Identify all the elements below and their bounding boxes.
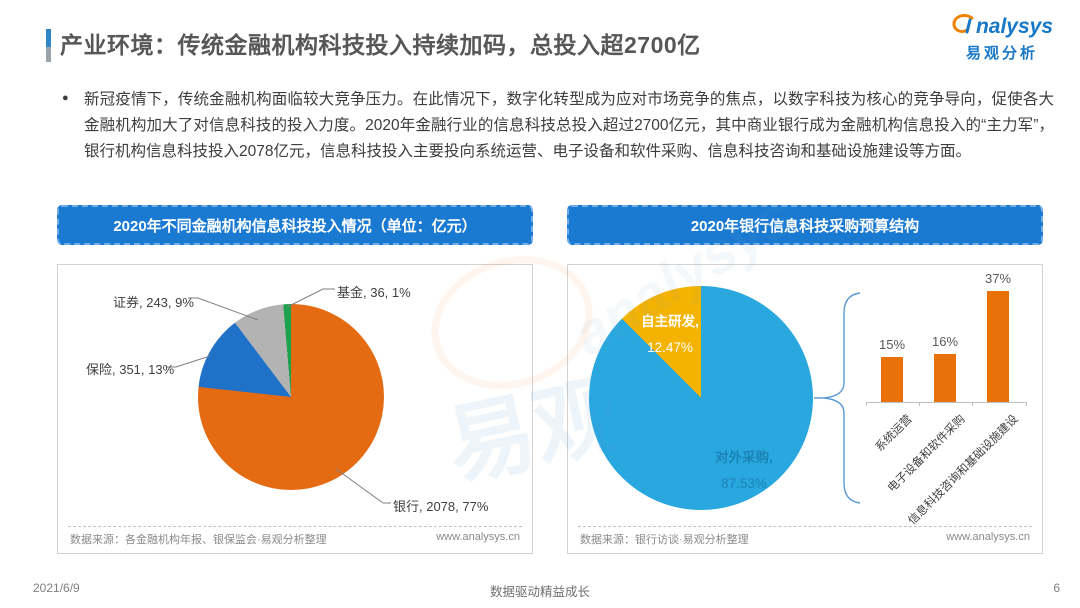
- data-source-text: 数据来源：各金融机构年报、银保监会·易观分析整理: [70, 534, 327, 546]
- category-label: 系统运营: [873, 413, 915, 455]
- pie-label-inhouse: 自主研发, 12.47%: [641, 314, 699, 355]
- institutions-pie-chart: [198, 304, 384, 490]
- pie-label-insurance: 保险, 351, 13%: [86, 362, 175, 377]
- footer-date: 2021/6/9: [33, 581, 80, 595]
- data-source-text: 数据来源：银行访谈·易观分析整理: [580, 534, 749, 546]
- procurement-bar-chart: [866, 265, 1027, 402]
- x-axis: [866, 402, 1027, 403]
- bar-consulting-infra: [987, 291, 1009, 402]
- curly-brace: [814, 292, 861, 504]
- left-chart-panel: 证券, 243, 9% 基金, 36, 1% 保险, 351, 13% 银行, …: [57, 264, 533, 554]
- right-chart-header: 2020年银行信息科技采购预算结构: [567, 205, 1043, 245]
- left-chart-header: 2020年不同金融机构信息科技投入情况（单位：亿元）: [57, 205, 533, 245]
- page-number: 6: [1053, 581, 1060, 595]
- page-title: 产业环境：传统金融机构科技投入持续加码，总投入超2700亿: [60, 32, 701, 58]
- bar-value-label: 15%: [878, 337, 906, 352]
- category-label: 信息科技咨询和基础设施建设: [906, 413, 1021, 528]
- axis-tick: [1026, 402, 1027, 406]
- bar-value-label: 37%: [984, 271, 1012, 286]
- divider: [578, 526, 1032, 527]
- pie-label-banks: 银行, 2078, 77%: [393, 499, 489, 514]
- bar-hw-sw: [934, 354, 956, 402]
- bar-system-ops: [881, 357, 903, 402]
- bullet-icon: ●: [62, 92, 69, 104]
- title-accent-bar: [46, 29, 51, 62]
- intro-paragraph: ● 新冠疫情下，传统金融机构面临较大竞争压力。在此情况下，数字化转型成为应对市场…: [62, 87, 1054, 165]
- website-text: www.analysys.cn: [946, 531, 1030, 543]
- pie-label-securities: 证券, 243, 9%: [113, 295, 194, 310]
- axis-tick: [866, 402, 867, 406]
- divider: [68, 526, 522, 527]
- intro-text: 新冠疫情下，传统金融机构面临较大竞争压力。在此情况下，数字化转型成为应对市场竞争…: [84, 91, 1054, 160]
- bar-value-label: 16%: [931, 334, 959, 349]
- axis-tick: [972, 402, 973, 406]
- logo-text-cn: 易观分析: [965, 45, 1038, 62]
- logo-swoosh-icon: [951, 12, 975, 41]
- footer-slogan: 数据驱动精益成长: [489, 585, 590, 599]
- axis-tick: [919, 402, 920, 406]
- logo-text-en: nalysys: [975, 14, 1054, 38]
- website-text: www.analysys.cn: [436, 531, 520, 543]
- pie-label-funds: 基金, 36, 1%: [337, 285, 411, 300]
- pie-label-outsourced: 对外采购, 87.53%: [715, 450, 773, 491]
- title-accent-gray: [46, 47, 51, 62]
- leader-line: [335, 468, 391, 504]
- procurement-pie-chart: [589, 286, 813, 510]
- right-chart-panel: 自主研发, 12.47% 对外采购, 87.53% 15% 16% 37% 系统…: [567, 264, 1043, 554]
- title-accent-blue: [46, 29, 51, 47]
- analysys-logo: nalysys 易观分析: [942, 12, 1062, 63]
